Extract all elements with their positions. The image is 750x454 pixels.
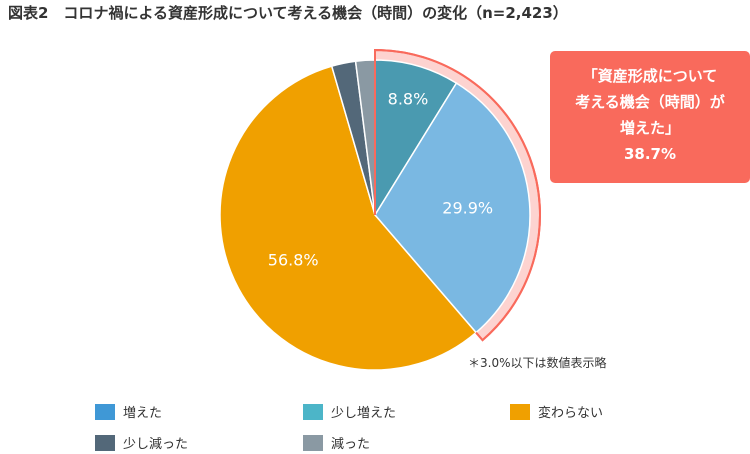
highlight-callout: 「資産形成について 考える機会（時間）が 増えた」 38.7% (550, 51, 750, 183)
legend-item: 増えた (95, 402, 162, 421)
callout-line: 増えた」 (619, 119, 680, 137)
legend-label: 減った (331, 437, 371, 452)
legend-label: 変わらない (538, 406, 604, 421)
legend-swatch (95, 434, 115, 451)
slice-label: 8.8% (388, 90, 429, 109)
legend-swatch (303, 434, 323, 451)
chart-title: 図表2 コロナ禍による資産形成について考える機会（時間）の変化（n=2,423） (8, 4, 568, 22)
legend-item: 少し増えた (303, 402, 396, 421)
slice-label: 56.8% (268, 250, 319, 269)
pie-slice (374, 82, 531, 334)
callout-line: 考える機会（時間）が (575, 93, 725, 111)
legend-swatch (510, 403, 530, 420)
slice-label: 29.9% (442, 199, 493, 218)
pie-slice (219, 65, 478, 371)
callout-value: 38.7% (623, 145, 677, 163)
legend-label: 少し増えた (331, 406, 397, 421)
legend-item: 減った (303, 433, 370, 452)
legend-label: 少し減った (123, 437, 189, 452)
legend-label: 増えた (123, 406, 163, 421)
pie-slice (374, 59, 458, 218)
callout-line: 「資産形成について (582, 67, 718, 85)
legend-swatch (95, 403, 115, 420)
footnote: ＊3.0%以下は数値表示略 (468, 356, 607, 370)
legend-item: 変わらない (510, 402, 603, 421)
legend-item: 少し減った (95, 433, 188, 452)
legend-swatch (303, 403, 323, 420)
highlight-outline (374, 48, 541, 342)
